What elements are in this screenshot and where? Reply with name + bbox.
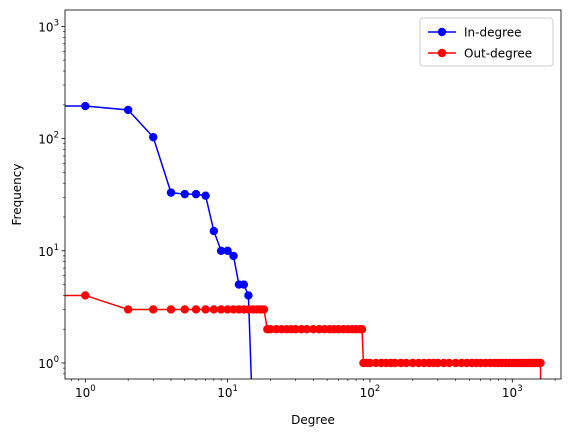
data-point	[166, 305, 176, 314]
data-point	[180, 305, 189, 314]
data-point	[223, 246, 232, 255]
data-point	[309, 325, 318, 334]
data-point	[302, 325, 311, 334]
axis-ticks: 100 101 102 103 100 101 102 103	[38, 18, 556, 400]
series-1	[65, 291, 545, 379]
axes-frame	[64, 9, 562, 380]
data-point	[149, 132, 158, 142]
data-point	[365, 358, 375, 368]
legend-label: In-degree	[464, 26, 522, 40]
y-tick-label: 100	[38, 355, 59, 371]
plot-area	[65, 101, 545, 379]
x-axis-label: Degree	[291, 413, 335, 427]
legend-item: Out-degree	[428, 47, 532, 61]
data-point	[216, 246, 226, 255]
legend-marker	[437, 48, 447, 58]
data-point	[81, 101, 90, 111]
data-point	[149, 305, 158, 314]
y-tick-label: 101	[38, 243, 59, 259]
data-point	[191, 189, 201, 199]
data-point	[444, 358, 454, 368]
data-point	[266, 325, 275, 334]
data-point	[451, 358, 460, 368]
data-point	[408, 358, 417, 368]
x-tick-label: 100	[75, 384, 96, 400]
data-point	[123, 105, 133, 115]
data-point	[357, 325, 367, 334]
data-point	[244, 291, 253, 300]
data-point	[191, 305, 201, 314]
series-0	[65, 101, 253, 379]
legend-item: In-degree	[428, 26, 522, 40]
data-point	[536, 358, 545, 368]
data-point	[216, 305, 226, 314]
data-point	[259, 305, 269, 314]
data-point	[123, 305, 133, 314]
data-point	[433, 358, 443, 368]
data-point	[239, 280, 249, 289]
data-point	[166, 188, 176, 197]
data-point	[201, 191, 210, 200]
data-point	[390, 358, 400, 368]
data-point	[201, 305, 210, 314]
data-point	[180, 189, 189, 199]
data-point	[209, 305, 219, 314]
legend-marker	[437, 27, 447, 37]
legend: In-degree Out-degree	[419, 17, 554, 67]
x-tick-label: 103	[502, 384, 523, 400]
y-tick-label: 103	[38, 18, 59, 34]
data-point	[402, 358, 411, 368]
y-axis-label: Frequency	[10, 164, 24, 226]
x-tick-label: 101	[217, 384, 238, 400]
data-point	[229, 251, 238, 261]
data-point	[223, 305, 232, 314]
data-point	[291, 325, 300, 334]
legend-box	[419, 17, 554, 67]
series-layer	[65, 101, 545, 379]
x-tick-label: 102	[360, 384, 381, 400]
data-point	[209, 226, 219, 236]
legend-label: Out-degree	[464, 47, 532, 61]
data-point	[81, 291, 90, 300]
y-tick-label: 102	[38, 131, 59, 147]
